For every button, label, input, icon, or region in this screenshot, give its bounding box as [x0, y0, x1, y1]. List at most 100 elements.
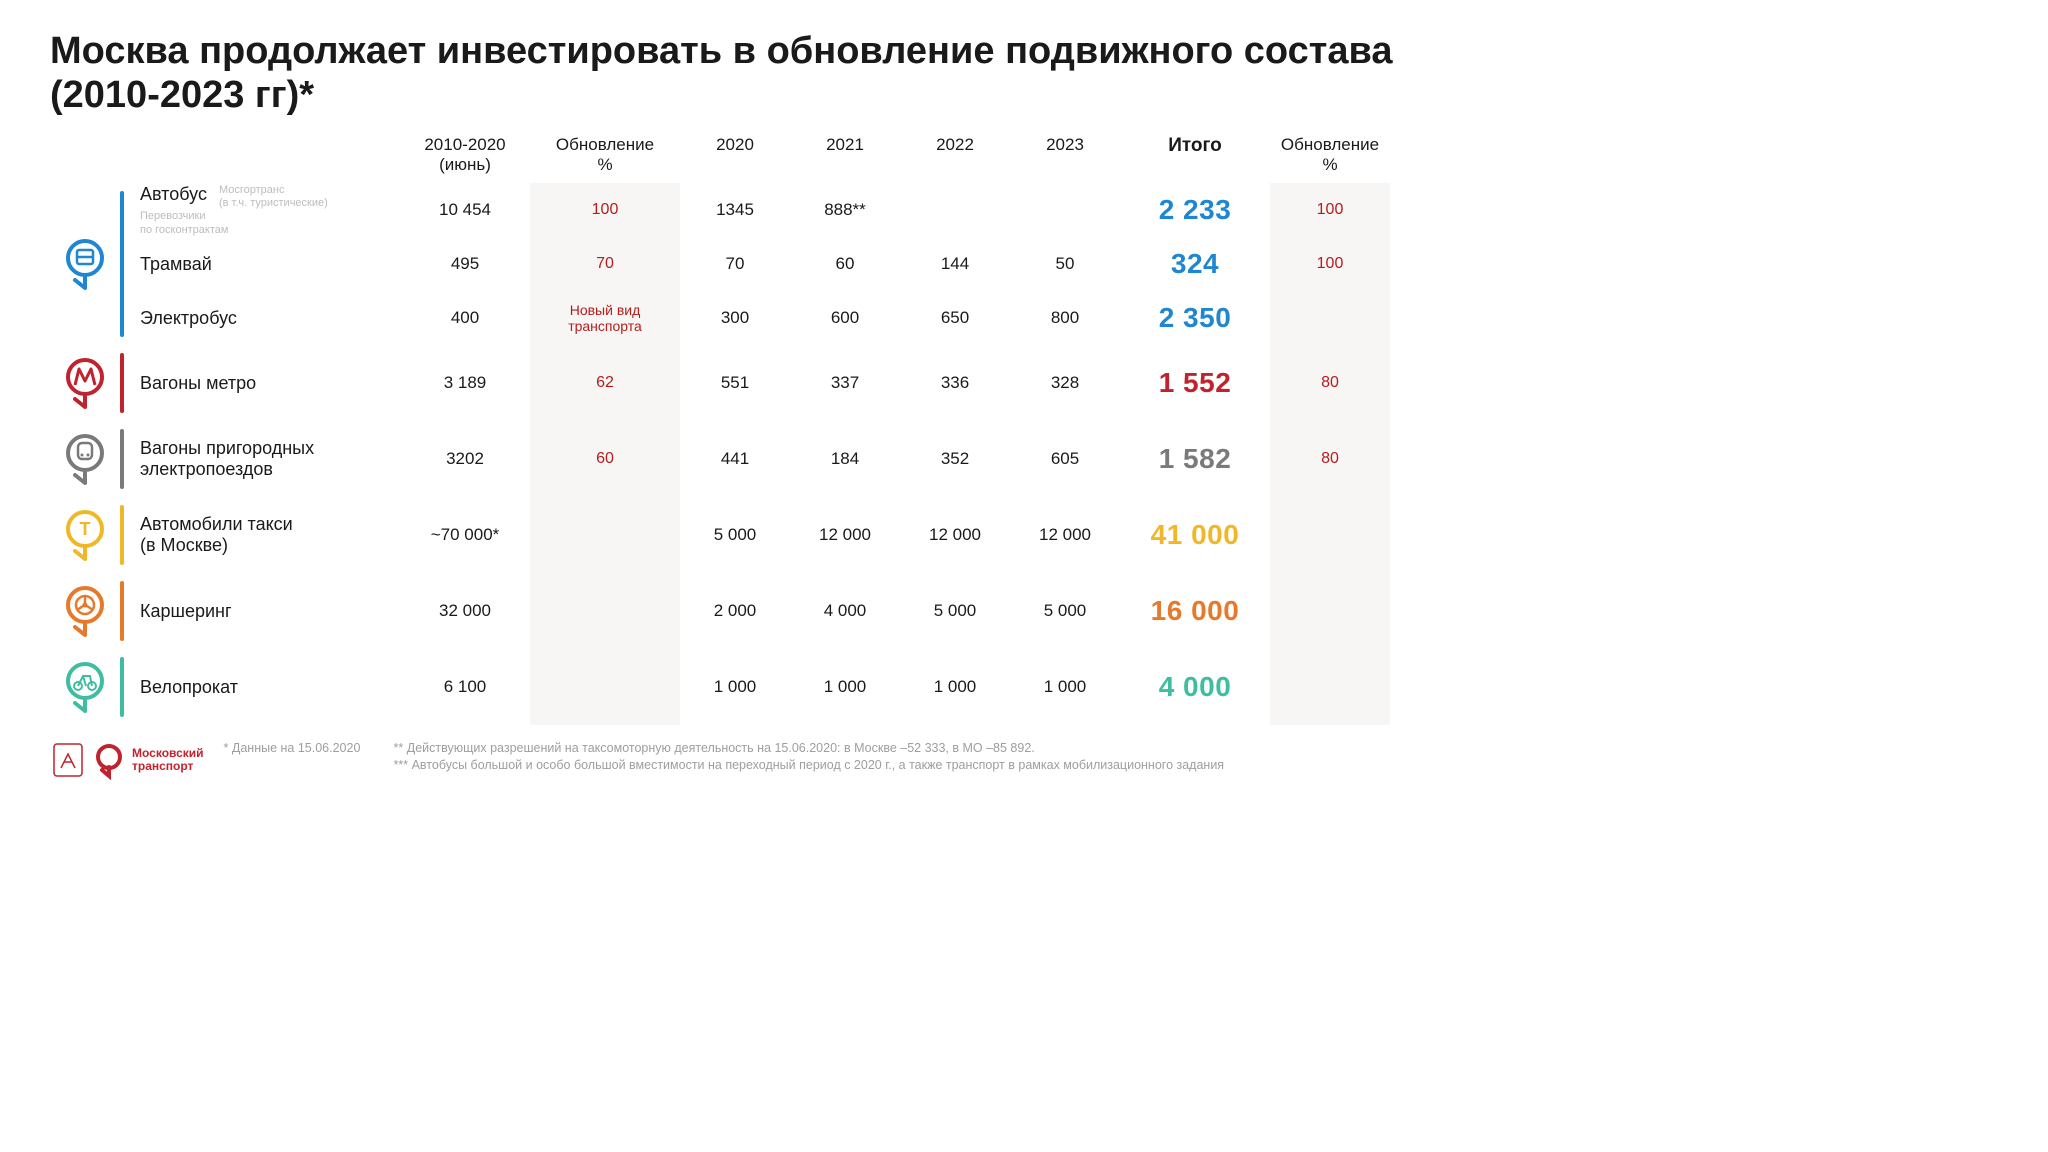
cell: 12 000	[1010, 525, 1120, 545]
cell: 888**	[790, 200, 900, 220]
cell	[1270, 649, 1390, 725]
cell: 337	[790, 373, 900, 393]
col-2020: 2020	[680, 135, 790, 155]
cell: 5 000	[900, 601, 1010, 621]
cell: 328	[1010, 373, 1120, 393]
cell: 100	[530, 183, 680, 237]
cell	[530, 573, 680, 649]
moscow-emblem-icon	[50, 740, 86, 780]
cell: 600	[790, 308, 900, 328]
group-bike: Велопрокат6 1001 0001 0001 0001 0004 000	[50, 649, 1414, 725]
cell: 1 552	[1120, 367, 1270, 399]
cell: 352	[900, 449, 1010, 469]
rail-icon	[50, 421, 120, 497]
cell: 1 000	[900, 677, 1010, 697]
col-2023: 2023	[1010, 135, 1120, 155]
group-taxi: T Автомобили такси (в Москве)~70 000* 5 00…	[50, 497, 1414, 573]
cell: 495	[400, 254, 530, 274]
cell: 10 454	[400, 200, 530, 220]
cell: ~70 000*	[400, 525, 530, 545]
footer-logos: Московский транспорт	[50, 740, 204, 780]
table-row: Автомобили такси (в Москве)~70 000* 5 000…	[124, 497, 1414, 573]
row-label: Велопрокат	[140, 677, 400, 699]
group-carshare: Каршеринг32 0002 0004 0005 0005 00016 00…	[50, 573, 1414, 649]
cell	[530, 497, 680, 573]
group-metro: Вагоны метро3 189625513373363281 55280	[50, 345, 1414, 421]
cell: Новый вид транспорта	[530, 291, 680, 345]
bus-icon	[50, 183, 120, 345]
cell: 441	[680, 449, 790, 469]
cell: 2 233	[1120, 194, 1270, 226]
table-row: Каршеринг32 0002 0004 0005 0005 00016 00…	[124, 573, 1414, 649]
svg-text:T: T	[80, 519, 91, 539]
cell: 5 000	[680, 525, 790, 545]
cell: 4 000	[1120, 671, 1270, 703]
table-row: Вагоны пригородных электропоездов3202604…	[124, 421, 1414, 497]
cell: 100	[1270, 237, 1390, 291]
cell: 4 000	[790, 601, 900, 621]
col-2021: 2021	[790, 135, 900, 155]
wheel-icon	[50, 573, 120, 649]
table-row: Трамвай49570706014450324100	[124, 237, 1414, 291]
group-rail: Вагоны пригородных электропоездов3202604…	[50, 421, 1414, 497]
cell: 60	[790, 254, 900, 274]
cell: 12 000	[790, 525, 900, 545]
cell: 1 000	[1010, 677, 1120, 697]
investment-table: 2010-2020 (июнь) Обновление % 2020 2021 …	[50, 135, 1414, 725]
col-update1: Обновление %	[530, 135, 680, 175]
bike-icon	[50, 649, 120, 725]
cell: 1345	[680, 200, 790, 220]
cell: 70	[680, 254, 790, 274]
col-total: Итого	[1120, 135, 1270, 157]
cell: 400	[400, 308, 530, 328]
footer: Московский транспорт * Данные на 15.06.2…	[50, 739, 1414, 780]
cell: 2 000	[680, 601, 790, 621]
cell: 650	[900, 308, 1010, 328]
table-row: Электробус400Новый вид транспорта3006006…	[124, 291, 1414, 345]
cell	[1270, 497, 1390, 573]
cell: 41 000	[1120, 519, 1270, 551]
cell: 3 189	[400, 373, 530, 393]
cell: 12 000	[900, 525, 1010, 545]
brand-text: Московский транспорт	[132, 747, 204, 773]
cell: 32 000	[400, 601, 530, 621]
cell: 605	[1010, 449, 1120, 469]
row-label: АвтобусМосгортранс (в т.ч. туристические…	[140, 184, 400, 237]
cell: 184	[790, 449, 900, 469]
cell: 80	[1270, 421, 1390, 497]
row-label: Автомобили такси (в Москве)	[140, 514, 400, 557]
row-label: Трамвай	[140, 254, 400, 276]
page-title: Москва продолжает инвестировать в обновл…	[50, 30, 1414, 117]
cell: 2 350	[1120, 302, 1270, 334]
cell	[530, 649, 680, 725]
cell: 300	[680, 308, 790, 328]
table-row: Вагоны метро3 189625513373363281 55280	[124, 345, 1414, 421]
cell	[1270, 291, 1390, 345]
footnote-1: * Данные на 15.06.2020	[224, 740, 374, 757]
cell: 1 000	[790, 677, 900, 697]
table-row: АвтобусМосгортранс (в т.ч. туристические…	[124, 183, 1414, 237]
cell: 800	[1010, 308, 1120, 328]
cell: 6 100	[400, 677, 530, 697]
metro-icon	[50, 345, 120, 421]
row-label: Электробус	[140, 308, 400, 330]
footnote-2: ** Действующих разрешений на таксомоторн…	[394, 740, 1225, 774]
cell: 336	[900, 373, 1010, 393]
cell: 60	[530, 421, 680, 497]
cell: 144	[900, 254, 1010, 274]
cell: 100	[1270, 183, 1390, 237]
cell: 1 582	[1120, 443, 1270, 475]
cell: 551	[680, 373, 790, 393]
cell	[1270, 573, 1390, 649]
cell: 5 000	[1010, 601, 1120, 621]
cell: 62	[530, 345, 680, 421]
table-row: Велопрокат6 1001 0001 0001 0001 0004 000	[124, 649, 1414, 725]
cell: 324	[1120, 248, 1270, 280]
cell: 16 000	[1120, 595, 1270, 627]
row-label: Вагоны пригородных электропоездов	[140, 438, 400, 481]
group-surface: АвтобусМосгортранс (в т.ч. туристические…	[50, 183, 1414, 345]
cell: 50	[1010, 254, 1120, 274]
row-label: Вагоны метро	[140, 373, 400, 395]
col-update2: Обновление %	[1270, 135, 1390, 175]
transport-logo-icon	[94, 740, 124, 780]
